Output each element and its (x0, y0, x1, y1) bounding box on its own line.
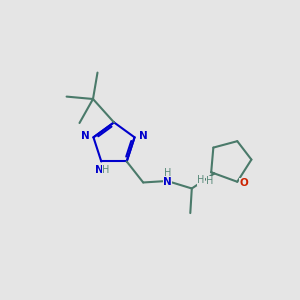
Text: N: N (94, 165, 103, 175)
Text: H: H (206, 176, 213, 186)
Text: H: H (197, 175, 205, 185)
Text: N: N (163, 177, 172, 187)
Text: N: N (139, 131, 147, 141)
Text: N: N (81, 131, 89, 141)
Text: O: O (239, 178, 248, 188)
Text: H: H (164, 168, 171, 178)
Text: H: H (102, 165, 110, 175)
